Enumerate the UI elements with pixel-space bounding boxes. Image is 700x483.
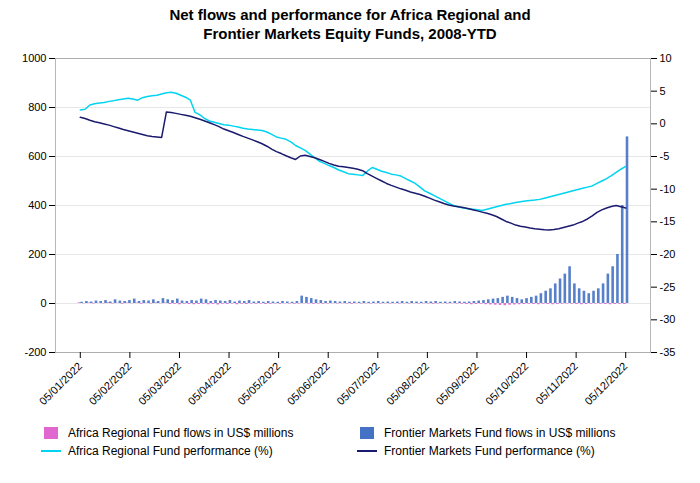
svg-text:05/05/2022: 05/05/2022 — [235, 359, 282, 406]
svg-text:10: 10 — [660, 52, 672, 64]
svg-text:05/03/2022: 05/03/2022 — [136, 359, 183, 406]
svg-text:200: 200 — [28, 248, 46, 260]
svg-text:0: 0 — [660, 117, 666, 129]
svg-text:-15: -15 — [660, 215, 676, 227]
svg-text:-10: -10 — [660, 182, 676, 194]
svg-text:05/10/2022: 05/10/2022 — [483, 359, 530, 406]
svg-text:-35: -35 — [660, 346, 676, 358]
svg-text:800: 800 — [28, 101, 46, 113]
html-text:Net flows and performance for: Net flows and performance for Africa Reg… — [169, 6, 531, 42]
svg-text:-20: -20 — [660, 248, 676, 260]
svg-text:5: 5 — [660, 84, 666, 96]
svg-text:05/06/2022: 05/06/2022 — [285, 359, 332, 406]
html-text:Frontier Markets Fund flows in: Frontier Markets Fund flows in US$ milli… — [384, 425, 616, 440]
svg-text:05/01/2022: 05/01/2022 — [37, 359, 84, 406]
svg-text:-25: -25 — [660, 280, 676, 292]
svg-text:05/09/2022: 05/09/2022 — [433, 359, 480, 406]
svg-text:1000: 1000 — [22, 52, 46, 64]
svg-text:05/02/2022: 05/02/2022 — [86, 359, 133, 406]
svg-text:0: 0 — [40, 297, 46, 309]
html-text:Frontier Markets Fund performa: Frontier Markets Fund performance (%) — [384, 443, 595, 458]
svg-text:05/11/2022: 05/11/2022 — [533, 359, 580, 406]
svg-text:600: 600 — [28, 150, 46, 162]
svg-text:05/12/2022: 05/12/2022 — [582, 359, 629, 406]
svg-text:-30: -30 — [660, 313, 676, 325]
svg-text:05/08/2022: 05/08/2022 — [384, 359, 431, 406]
svg-text:400: 400 — [28, 199, 46, 211]
svg-text:05/04/2022: 05/04/2022 — [186, 359, 233, 406]
svg-text:-200: -200 — [24, 346, 46, 358]
html-text:Africa Regional Fund flows in: Africa Regional Fund flows in US$ millio… — [68, 425, 294, 440]
svg-text:05/07/2022: 05/07/2022 — [334, 359, 381, 406]
svg-text:-5: -5 — [660, 150, 670, 162]
html-text:Africa Regional Fund performan: Africa Regional Fund performance (%) — [68, 443, 273, 458]
